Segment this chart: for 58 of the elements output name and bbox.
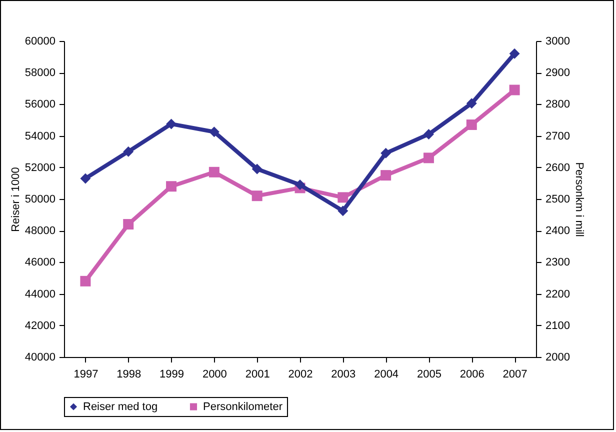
y2-tick-label: 2800 xyxy=(546,98,570,111)
y-tick-label: 52000 xyxy=(24,162,56,174)
x-tick-label: 2002 xyxy=(288,368,313,380)
point xyxy=(166,181,177,192)
y2-tick-label: 2300 xyxy=(546,256,570,269)
point xyxy=(80,276,91,286)
y2-tick-label: 3000 xyxy=(546,36,570,48)
point xyxy=(294,180,306,190)
x-tick-label: 1999 xyxy=(160,368,184,380)
y-tick-label: 50000 xyxy=(24,194,56,206)
point xyxy=(509,84,520,96)
point xyxy=(166,118,177,130)
x-tick-label: 2007 xyxy=(502,368,528,380)
point xyxy=(423,128,434,140)
point xyxy=(380,170,392,181)
y2-tick-label: 2100 xyxy=(546,320,570,332)
y-tick-label: 60000 xyxy=(24,36,56,48)
x-tick-label: 1997 xyxy=(74,368,98,380)
x-tick-label: 1998 xyxy=(116,368,142,380)
point xyxy=(252,164,262,174)
y-tick-label: 42000 xyxy=(24,320,56,332)
y2-axis-title: Personkm i mill xyxy=(572,162,585,237)
point xyxy=(80,173,91,184)
y2-tick-label: 2400 xyxy=(546,225,570,238)
x-tick-label: 2006 xyxy=(460,368,484,380)
point xyxy=(208,126,220,138)
y-tick-label: 54000 xyxy=(24,130,56,142)
point xyxy=(123,146,134,157)
point xyxy=(208,166,220,178)
y-axis-title: Reiser i 1000 xyxy=(10,167,22,232)
point xyxy=(338,206,348,216)
y2-tick-label: 2700 xyxy=(546,130,570,142)
point xyxy=(466,119,477,130)
y2-tick-label: 2500 xyxy=(546,194,570,206)
y-tick-label: 46000 xyxy=(24,256,56,269)
point xyxy=(423,152,434,164)
point xyxy=(380,148,392,158)
y-tick-label: 58000 xyxy=(24,67,56,80)
y-tick-label: 48000 xyxy=(24,225,56,238)
point xyxy=(338,192,348,203)
x-tick-label: 2000 xyxy=(202,368,227,380)
y2-tick-label: 2600 xyxy=(546,162,570,174)
x-tick-label: 2001 xyxy=(245,368,270,380)
y2-tick-label: 2200 xyxy=(546,288,570,300)
point xyxy=(466,98,477,109)
x-tick-label: 2004 xyxy=(374,368,399,380)
y2-tick-label: 2000 xyxy=(546,352,570,364)
x-tick-label: 2003 xyxy=(331,368,356,380)
y2-tick-label: 2900 xyxy=(546,67,570,80)
legend-label: Reiser med tog xyxy=(83,400,158,413)
x-tick-label: 2005 xyxy=(416,368,442,380)
y-tick-label: 40000 xyxy=(24,352,56,364)
y-tick-label: 56000 xyxy=(24,98,56,111)
point xyxy=(509,48,520,59)
point xyxy=(123,219,134,230)
point xyxy=(252,190,262,202)
legend-label: Personkilometer xyxy=(203,400,283,413)
y-tick-label: 44000 xyxy=(24,288,56,300)
